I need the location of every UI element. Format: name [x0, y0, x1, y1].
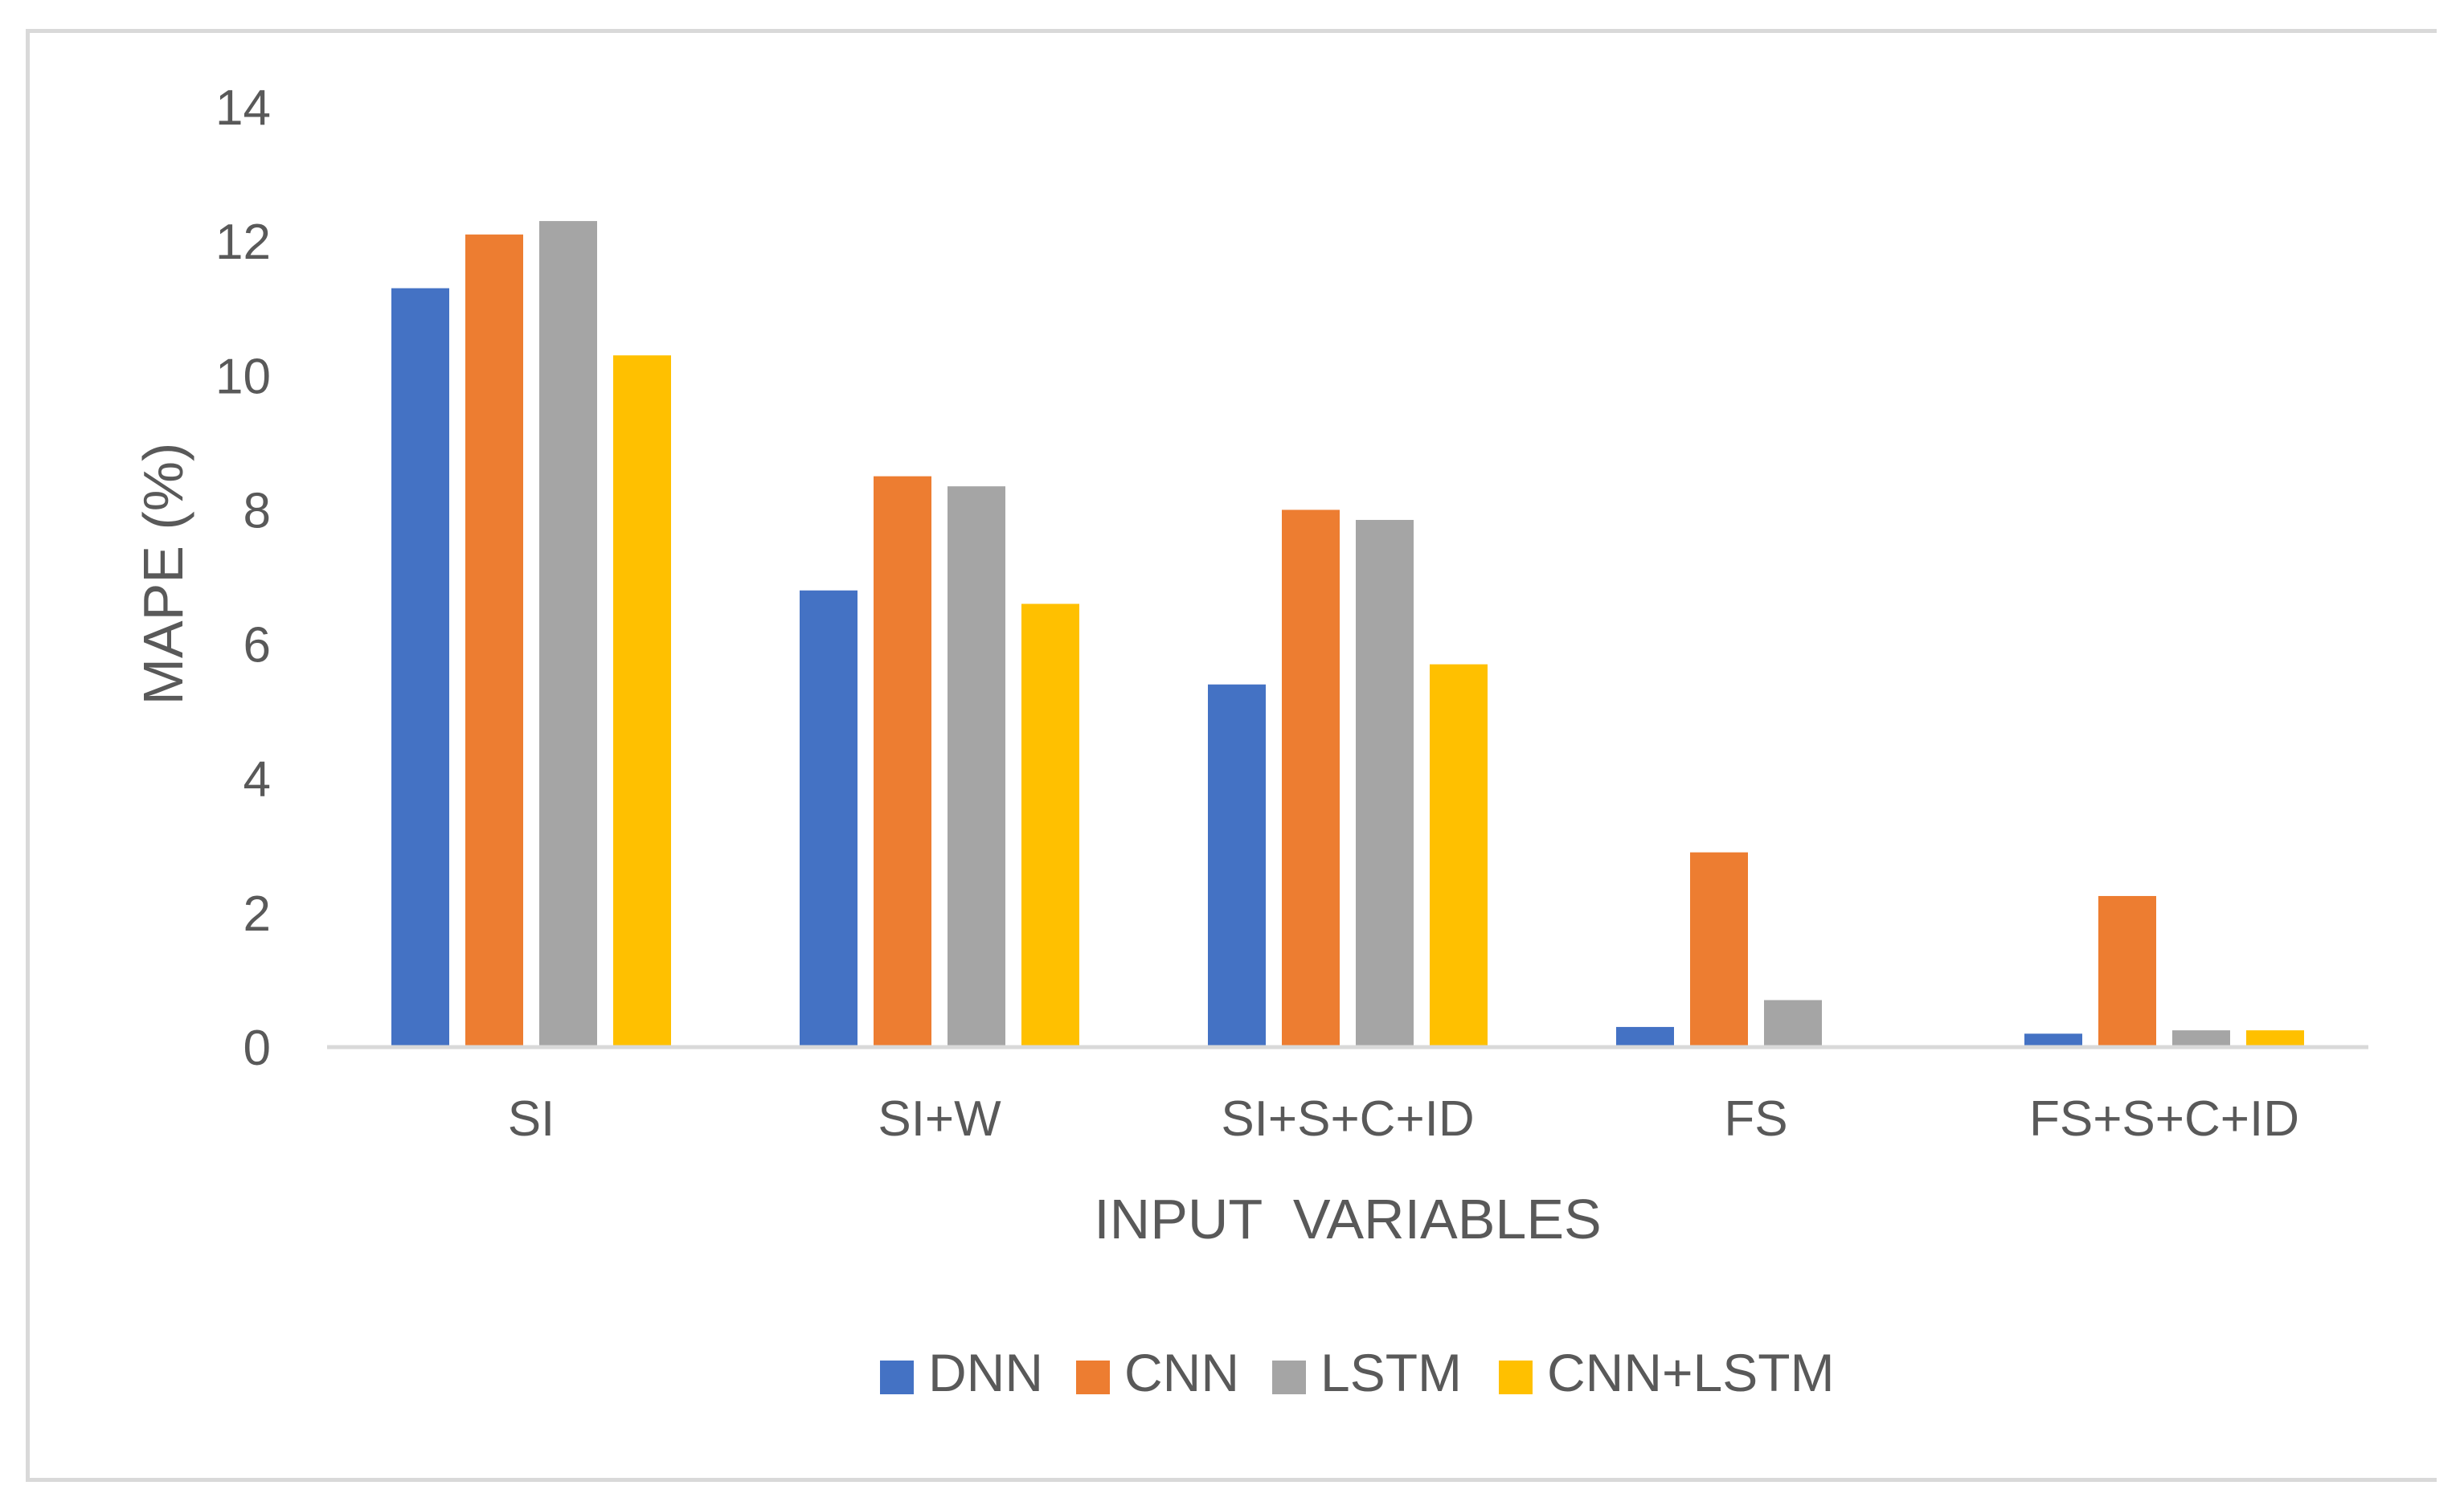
legend-label-cnn: CNN [1124, 1343, 1239, 1402]
y-tick-label: 0 [244, 1021, 271, 1076]
bar-lstm [2172, 1030, 2230, 1047]
bar-lstm [1356, 519, 1414, 1047]
bar-cnn-lstm [2246, 1030, 2304, 1047]
bar-lstm [1764, 1000, 1822, 1047]
legend-label-cnn-lstm: CNN+LSTM [1547, 1343, 1835, 1402]
bar-dnn [1616, 1026, 1674, 1047]
chart-frame: 0 2 4 6 8 10 12 14 SI SI+W SI+S+C+ID FS FS+S+C+ID M… [26, 29, 2437, 1482]
bar-cnn [874, 476, 931, 1047]
x-axis-title: INPUT VARIABLES [1094, 1188, 1602, 1250]
bar-cnn-lstm [1021, 604, 1079, 1047]
y-axis-ticks: 0 2 4 6 8 10 12 14 [215, 80, 271, 1076]
legend: DNN CNN LSTM CNN+LSTM [880, 1343, 1835, 1402]
bar-cnn [465, 234, 523, 1047]
x-tick-label: SI [508, 1091, 555, 1147]
y-tick-label: 10 [215, 349, 271, 404]
bar-cnn [2098, 895, 2156, 1047]
bars [391, 221, 2304, 1048]
y-tick-label: 2 [244, 886, 271, 942]
y-tick-label: 14 [215, 80, 271, 136]
legend-label-dnn: DNN [928, 1343, 1043, 1402]
bar-cnn [1282, 509, 1340, 1047]
legend-swatch-dnn [880, 1361, 914, 1394]
legend-swatch-cnn [1076, 1361, 1110, 1394]
bar-cnn [1690, 852, 1748, 1047]
y-tick-label: 8 [244, 483, 271, 538]
legend-label-lstm: LSTM [1320, 1343, 1462, 1402]
x-axis-categories: SI SI+W SI+S+C+ID FS FS+S+C+ID [508, 1091, 2299, 1147]
x-tick-label: SI+S+C+ID [1221, 1091, 1474, 1147]
bar-chart: 0 2 4 6 8 10 12 14 SI SI+W SI+S+C+ID FS FS+S+C+ID M… [132, 80, 2368, 1402]
y-axis-title: MAPE (%) [132, 443, 194, 706]
x-tick-label: FS [1724, 1091, 1787, 1147]
x-tick-label: FS+S+C+ID [2029, 1091, 2299, 1147]
y-tick-label: 4 [244, 752, 271, 808]
legend-swatch-lstm [1272, 1361, 1306, 1394]
bar-dnn [391, 288, 449, 1048]
bar-cnn-lstm [1430, 664, 1488, 1047]
bar-cnn-lstm [613, 355, 671, 1047]
bar-dnn [2024, 1033, 2082, 1047]
bar-dnn [800, 590, 857, 1047]
y-tick-label: 6 [244, 618, 271, 673]
bar-dnn [1208, 684, 1266, 1047]
bar-lstm [948, 486, 1005, 1047]
legend-swatch-cnn-lstm [1499, 1361, 1533, 1394]
x-tick-label: SI+W [878, 1091, 1001, 1147]
bar-lstm [539, 221, 597, 1047]
y-tick-label: 12 [215, 215, 271, 270]
